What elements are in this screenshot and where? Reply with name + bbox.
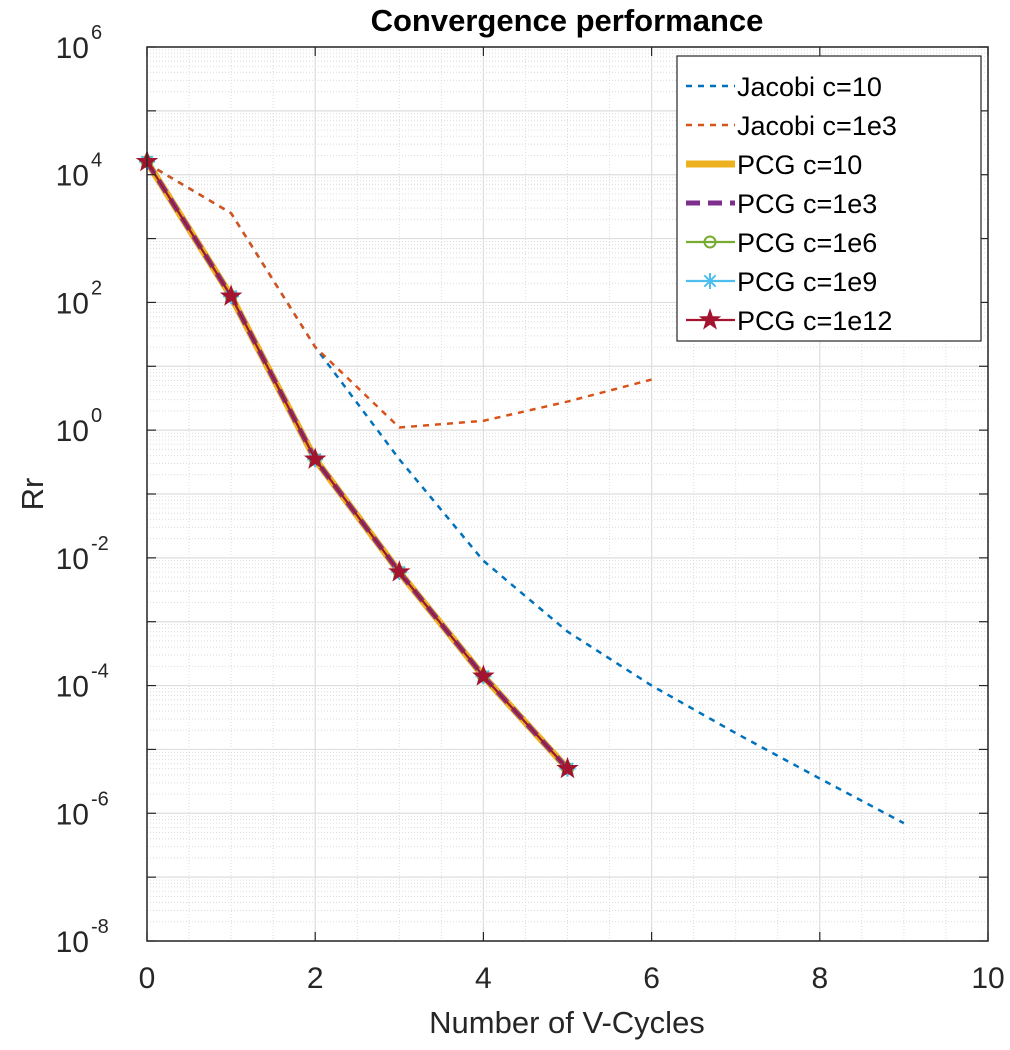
legend-label: Jacobi c=1e3 (737, 111, 897, 141)
y-tick-label-exponent: 4 (91, 150, 102, 172)
x-tick-label: 6 (643, 962, 660, 995)
y-tick-label-exponent: 6 (91, 22, 102, 44)
data-point-marker (388, 560, 411, 582)
legend-label: PCG c=1e12 (737, 306, 892, 336)
x-tick-label: 2 (307, 962, 324, 995)
legend-marker (703, 235, 717, 249)
y-tick-label-base: 10 (56, 543, 89, 576)
legend: Jacobi c=10 Jacobi c=1e3 PCG c=10 PCG c=1e3… (676, 55, 982, 342)
series-line-6 (146, 161, 569, 770)
y-tick-label-exponent: -4 (91, 661, 109, 683)
y-tick-label-base: 10 (56, 926, 89, 959)
data-point-marker (219, 284, 243, 306)
data-point-marker (303, 447, 327, 469)
legend-marker (698, 308, 722, 330)
chart-title: Convergence performance (371, 3, 764, 38)
y-tick-label-base: 10 (56, 160, 89, 193)
series-line-1 (146, 162, 652, 429)
data-point-marker (556, 756, 579, 779)
y-tick-label-exponent: -2 (91, 533, 109, 555)
series-layer (135, 149, 905, 825)
x-tick-label: 10 (971, 962, 1004, 995)
axis-tick-marks (146, 46, 989, 942)
y-tick-label-base: 10 (56, 671, 89, 704)
x-tick-label: 4 (475, 962, 492, 995)
legend-label: PCG c=1e6 (737, 228, 877, 258)
legend-label: Jacobi c=10 (737, 72, 882, 102)
y-tick-label-base: 10 (56, 798, 89, 831)
y-tick-label-base: 10 (56, 415, 89, 448)
y-tick-label-exponent: -6 (91, 788, 109, 810)
legend-label: PCG c=10 (737, 150, 862, 180)
y-tick-label-exponent: 2 (91, 277, 102, 299)
legend-label: PCG c=1e9 (737, 267, 877, 297)
legend-box (676, 55, 982, 342)
legend-marker (702, 273, 718, 289)
y-tick-label-base: 10 (56, 32, 89, 65)
y-axis-label: Rr (15, 478, 50, 511)
x-tick-label: 8 (811, 962, 828, 995)
x-tick-label: 0 (139, 962, 156, 995)
legend-label: PCG c=1e3 (737, 189, 877, 219)
y-tick-label-base: 10 (56, 287, 89, 320)
x-axis-label: Number of V-Cycles (429, 1005, 705, 1040)
data-point-marker (472, 664, 495, 686)
x-tick-labels: 0 2 4 6 8 10 (139, 962, 1005, 995)
y-tick-label-exponent: -8 (91, 916, 109, 938)
y-tick-label-exponent: 0 (91, 405, 102, 427)
